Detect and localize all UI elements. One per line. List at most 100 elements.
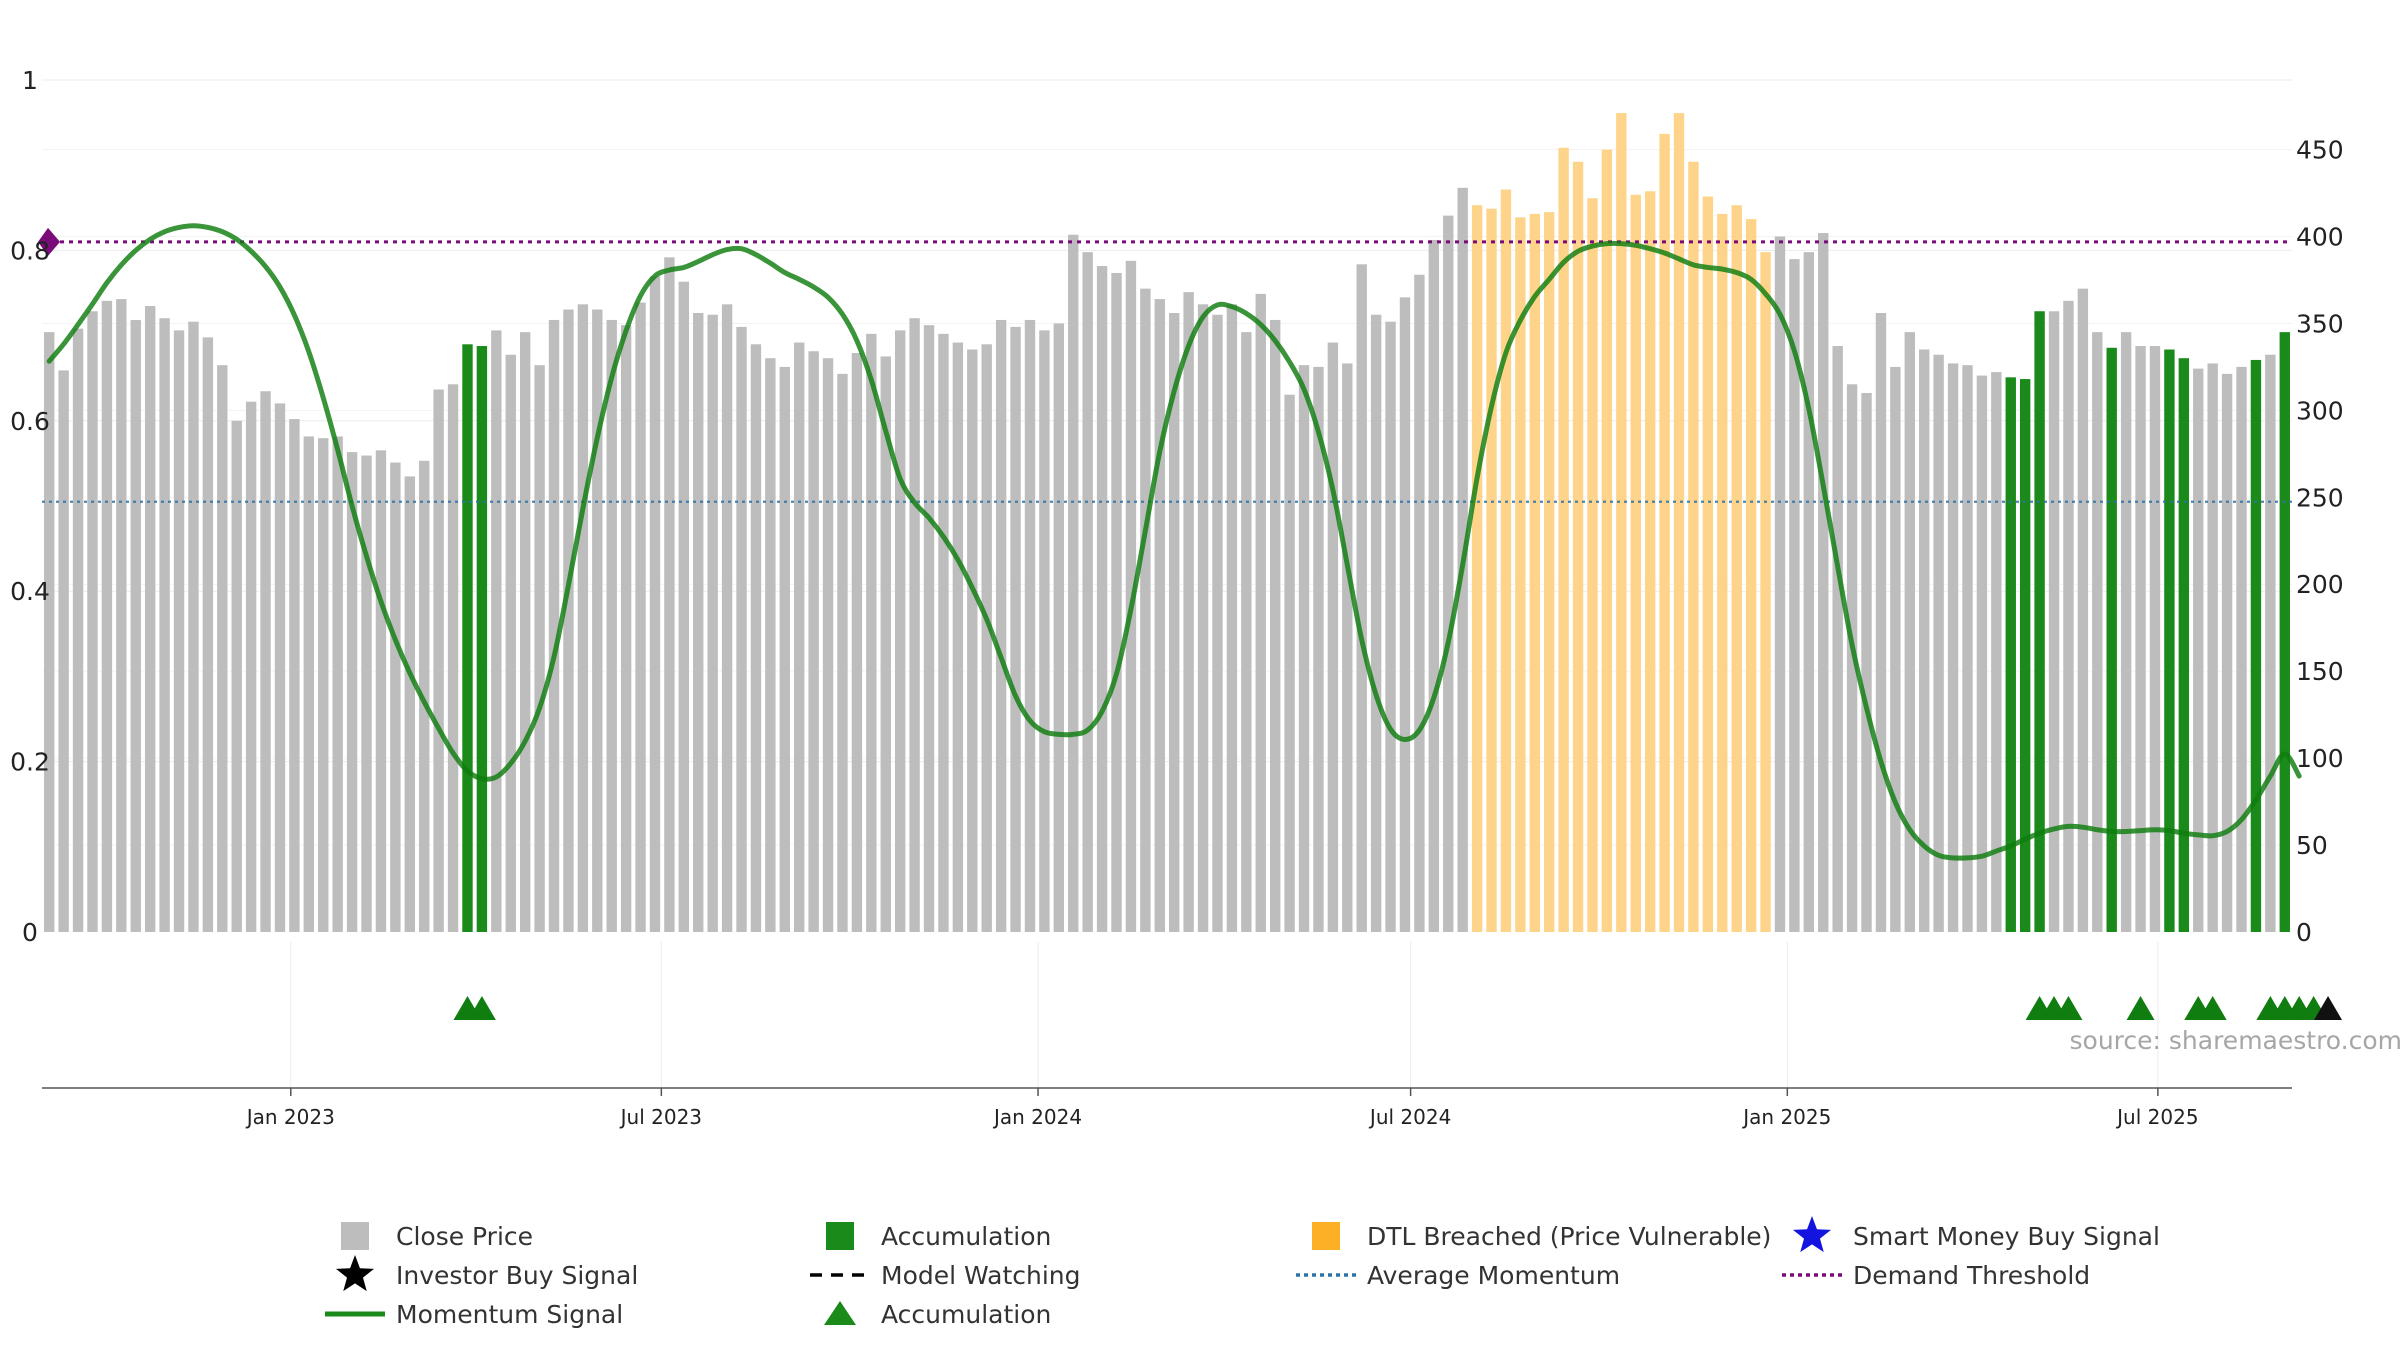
price-bar: [563, 310, 573, 932]
price-bar: [1025, 320, 1035, 932]
price-bar: [217, 365, 227, 932]
price-bar: [2164, 350, 2174, 932]
price-bar: [1443, 216, 1453, 932]
price-bar: [1183, 292, 1193, 932]
price-bar: [433, 390, 443, 932]
price-bar: [1400, 297, 1410, 932]
price-bar: [1775, 236, 1785, 932]
price-bar: [1688, 162, 1698, 932]
price-bar: [1256, 294, 1266, 932]
price-bar: [1068, 235, 1078, 932]
legend-label: Accumulation: [881, 1300, 1051, 1329]
price-bar: [520, 332, 530, 932]
price-bar: [2265, 355, 2275, 932]
price-bar: [751, 344, 761, 932]
right-tick-label: 250: [2296, 483, 2344, 512]
price-bar: [967, 350, 977, 932]
price-bar: [852, 353, 862, 932]
price-bar: [1933, 355, 1943, 932]
price-bar: [1284, 395, 1294, 932]
price-bar: [116, 299, 126, 932]
price-bar: [650, 276, 660, 932]
price-bar: [578, 304, 588, 932]
price-bar: [621, 325, 631, 932]
price-bar: [390, 463, 400, 932]
source-label: source: sharemaestro.com: [2070, 1026, 2400, 1055]
price-bar: [1371, 315, 1381, 932]
price-bar: [246, 402, 256, 932]
x-tick-label: Jul 2025: [2115, 1105, 2198, 1129]
price-bar: [2107, 348, 2117, 932]
price-bar: [1703, 196, 1713, 932]
price-bar: [174, 330, 184, 932]
price-bar: [1328, 343, 1338, 932]
price-bar: [2049, 311, 2059, 932]
legend-symbol-square: [1312, 1222, 1340, 1250]
price-bar: [58, 370, 68, 932]
price-bar: [2078, 289, 2088, 932]
price-bar: [2222, 374, 2232, 932]
price-bar: [996, 320, 1006, 932]
price-bar: [1342, 363, 1352, 932]
right-tick-label: 450: [2296, 136, 2344, 165]
price-bar: [607, 320, 617, 932]
x-tick-label: Jan 2023: [245, 1105, 335, 1129]
price-bar: [1111, 273, 1121, 932]
price-bar: [448, 384, 458, 932]
price-bar: [1948, 363, 1958, 932]
price-bar: [1241, 332, 1251, 932]
x-tick-label: Jul 2023: [619, 1105, 702, 1129]
price-bar: [2135, 346, 2145, 932]
left-tick-label: 0: [22, 918, 38, 947]
price-bar: [1486, 209, 1496, 932]
price-bar: [2179, 358, 2189, 932]
price-bar: [1270, 320, 1280, 932]
price-bar: [909, 318, 919, 932]
price-bar: [203, 337, 213, 932]
right-tick-label: 50: [2296, 831, 2328, 860]
price-bar: [289, 419, 299, 932]
price-bar: [1097, 266, 1107, 932]
price-bar: [131, 320, 141, 932]
price-bar: [1573, 162, 1583, 932]
legend-label: Smart Money Buy Signal: [1853, 1222, 2160, 1251]
price-bar: [736, 327, 746, 932]
price-bar: [635, 303, 645, 932]
price-bar: [679, 282, 689, 932]
signal-markers: [453, 996, 2342, 1020]
price-bar: [1977, 376, 1987, 932]
price-bar: [953, 343, 963, 932]
left-tick-label: 1: [22, 66, 38, 95]
price-bar: [1717, 214, 1727, 932]
price-bar: [1299, 365, 1309, 932]
price-bar: [1357, 264, 1367, 932]
price-bar: [1760, 252, 1770, 932]
price-bar: [1039, 330, 1049, 932]
price-bar: [1602, 150, 1612, 932]
legend-label: Demand Threshold: [1853, 1261, 2090, 1290]
right-tick-label: 0: [2296, 918, 2312, 947]
price-bar: [1385, 322, 1395, 932]
price-bar: [2020, 379, 2030, 932]
legend-symbol-square: [826, 1222, 854, 1250]
price-bar: [707, 315, 717, 932]
price-bar: [1501, 190, 1511, 932]
price-bar: [1010, 327, 1020, 932]
price-bar: [1082, 252, 1092, 932]
price-bar: [1890, 367, 1900, 932]
price-bar: [1876, 313, 1886, 932]
price-bar: [232, 421, 242, 932]
price-bar: [2121, 332, 2131, 932]
price-bar: [1905, 332, 1915, 932]
price-bar: [2207, 363, 2217, 932]
price-bar: [895, 330, 905, 932]
price-bar: [1054, 323, 1064, 932]
x-tick-label: Jan 2024: [992, 1105, 1082, 1129]
price-bar: [592, 310, 602, 932]
price-bar: [2034, 311, 2044, 932]
price-bar: [1212, 315, 1222, 932]
price-bar: [318, 438, 328, 932]
price-bar: [1631, 195, 1641, 932]
price-bar: [664, 257, 674, 932]
